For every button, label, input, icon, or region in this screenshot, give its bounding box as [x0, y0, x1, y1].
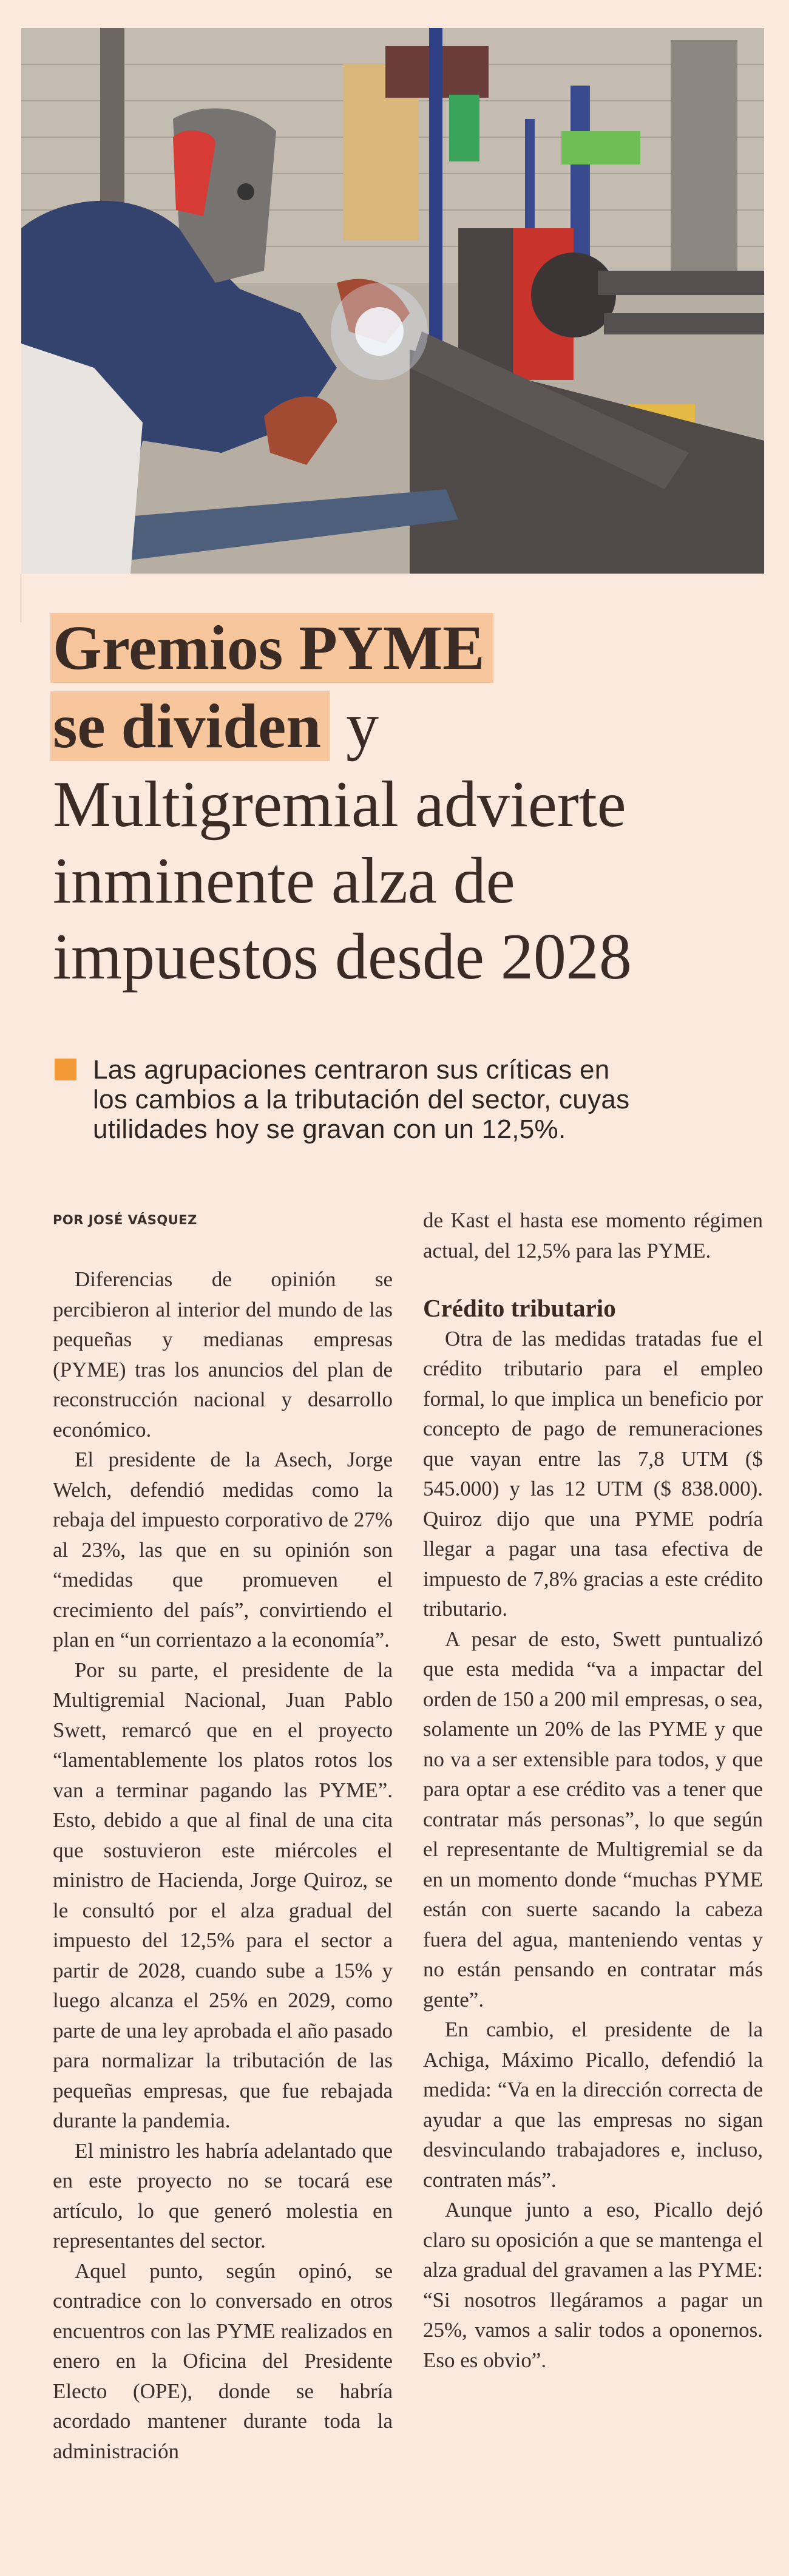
deck-line: utilidades hoy se gravan con un 12,5%. [93, 1114, 566, 1144]
body-paragraph: A pesar de esto, Swett puntualizó que es… [423, 1627, 763, 2012]
body-paragraph: Aquel punto, según opinó, se contradice … [53, 2259, 393, 2463]
deck-summary: Las agrupaciones centraron sus críticas … [55, 1055, 771, 1144]
body-paragraph: Diferencias de opinión se percibieron al… [53, 1267, 393, 1442]
square-bullet-icon [55, 1059, 76, 1080]
body-paragraph: El ministro les habría adelantado que en… [53, 2138, 393, 2253]
welder-photo-icon [21, 28, 764, 574]
deck-line: Las agrupaciones centraron sus críticas … [93, 1055, 610, 1085]
deck-line: los cambios a la tributación del sector,… [93, 1085, 630, 1114]
body-paragraph: Por su parte, el presidente de la Multig… [53, 1658, 393, 2133]
headline-line-5: impuestos desde 2028 [53, 921, 632, 993]
body-paragraph: Otra de las medidas tratadas fue el créd… [423, 1326, 763, 1621]
headline-line-4: inminente alza de [53, 845, 515, 917]
body-column-right: de Kast el hasta ese momento régimen act… [423, 1205, 763, 2375]
headline-line-2-rest: y [330, 690, 379, 762]
byline: POR JOSÉ VÁSQUEZ [53, 1213, 197, 1227]
section-subhead: Crédito tributario [423, 1294, 616, 1322]
headline-line-2: se dividen y [50, 688, 379, 764]
headline-highlight-1: Gremios PYME [50, 613, 493, 683]
article-photo-welder [21, 28, 764, 574]
body-paragraph: Aunque junto a eso, Picallo dejó claro s… [423, 2198, 763, 2372]
headline-highlight-2: se dividen [50, 691, 330, 761]
body-paragraph-continuation: de Kast el hasta ese momento régimen act… [423, 1208, 763, 1263]
headline-line-1: Gremios PYME [50, 610, 493, 686]
body-column-left: Diferencias de opinión se percibieron al… [53, 1264, 393, 2466]
body-paragraph: El presidente de la Asech, Jorge Welch, … [53, 1448, 393, 1652]
body-paragraph: En cambio, el presidente de la Achiga, M… [423, 2018, 763, 2192]
headline-line-3: Multigremial advierte [53, 768, 626, 841]
